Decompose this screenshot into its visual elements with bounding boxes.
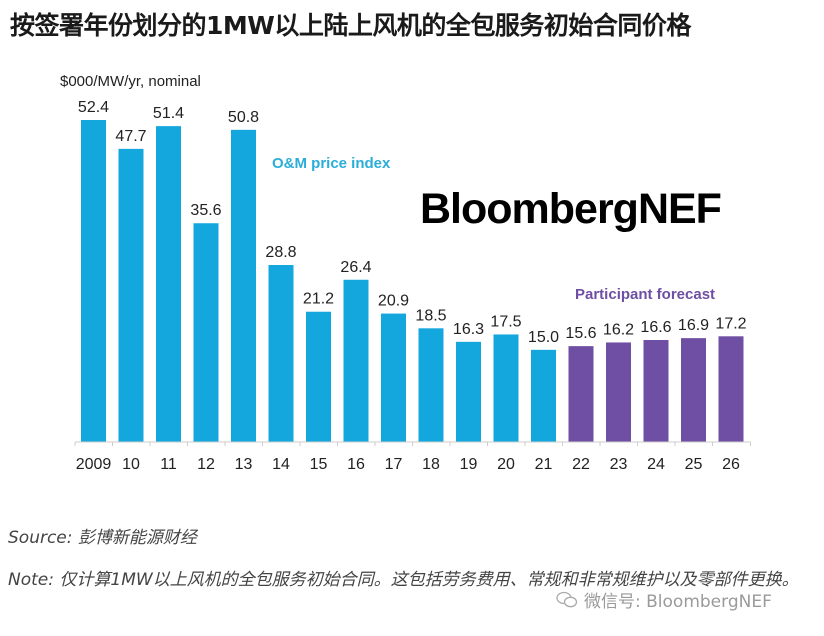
bar-22 — [568, 346, 594, 442]
x-tick-label-21: 21 — [535, 456, 553, 473]
bar-17 — [381, 313, 406, 442]
data-labels-group: 52.4 47.7 51.4 35.6 50.8 28.8 21.2 26.4 20.9 18.5… — [78, 99, 747, 346]
bar-21 — [531, 349, 556, 442]
data-label-16: 26.4 — [340, 259, 371, 276]
data-label-23: 16.2 — [603, 321, 634, 338]
annotation-participant-forecast: Participant forecast — [575, 286, 715, 303]
data-label-11: 51.4 — [153, 105, 184, 122]
bar-23 — [606, 342, 631, 442]
data-label-14: 28.8 — [265, 244, 296, 261]
x-tick-label-19: 19 — [460, 456, 478, 473]
data-label-19: 16.3 — [453, 321, 484, 338]
x-tick-label-17: 17 — [385, 456, 403, 473]
data-label-17: 20.9 — [378, 293, 409, 310]
x-tick-label-18: 18 — [422, 456, 440, 473]
footnote: Note: 仅计算1MW以上风机的全包服务初始合同。这包括劳务费用、常规和非常规… — [8, 570, 799, 590]
x-tick-label-13: 13 — [235, 456, 253, 473]
wechat-id: 微信号: BloombergNEF — [584, 592, 772, 612]
x-tick-label-23: 23 — [610, 456, 628, 473]
data-label-26: 17.2 — [715, 315, 746, 332]
bar-24 — [643, 339, 669, 442]
data-label-10: 47.7 — [115, 128, 146, 145]
bar-11 — [156, 126, 181, 443]
wechat-watermark: 微信号: BloombergNEF — [556, 587, 772, 612]
data-label-18: 18.5 — [415, 307, 446, 324]
bar-15 — [306, 311, 331, 442]
x-tick-label-20: 20 — [497, 456, 515, 473]
bar-14 — [268, 265, 294, 442]
annotation-om-price-index: O&M price index — [272, 155, 391, 172]
bar-18 — [418, 328, 444, 442]
bar-25 — [681, 338, 706, 442]
data-label-21: 15.0 — [528, 329, 559, 346]
data-label-12: 35.6 — [190, 202, 221, 219]
x-tick-label-12: 12 — [197, 456, 215, 473]
bar-10 — [118, 148, 144, 442]
data-label-15: 21.2 — [303, 291, 334, 308]
bloombergnef-watermark: BloombergNEF — [420, 185, 721, 233]
bar-20 — [493, 334, 519, 442]
data-label-22: 15.6 — [565, 325, 596, 342]
bar-2009 — [81, 120, 106, 442]
bar-26 — [718, 336, 744, 442]
x-tick-label-14: 14 — [272, 456, 290, 473]
bar-16 — [343, 279, 369, 442]
data-label-2009: 52.4 — [78, 99, 109, 116]
page-title: 按签署年份划分的1MW以上陆上风机的全包服务初始合同价格 — [10, 11, 691, 40]
wechat-icon — [556, 591, 578, 607]
data-label-24: 16.6 — [640, 319, 671, 336]
x-axis: 2009 10 11 12 13 14 15 16 17 18 19 20 21 22 23 24 25 26 — [74, 441, 751, 473]
x-tick-label-10: 10 — [122, 456, 140, 473]
x-tick-label-26: 26 — [722, 456, 740, 473]
data-label-13: 50.8 — [228, 109, 259, 126]
x-tick-label-24: 24 — [647, 456, 665, 473]
bar-chart: $000/MW/yr, nominal O&M price index Part… — [60, 73, 751, 473]
x-tick-label-22: 22 — [572, 456, 590, 473]
bar-12 — [193, 223, 219, 442]
x-tick-label-25: 25 — [685, 456, 703, 473]
x-tick-label-11: 11 — [160, 456, 177, 473]
bar-13 — [231, 129, 256, 442]
x-tick-label-16: 16 — [347, 456, 365, 473]
data-label-25: 16.9 — [678, 317, 709, 334]
x-tick-label-15: 15 — [310, 456, 328, 473]
y-axis-unit-label: $000/MW/yr, nominal — [60, 73, 201, 90]
bars-group — [81, 120, 744, 443]
bar-19 — [456, 341, 481, 442]
source-note: Source: 彭博新能源财经 — [8, 528, 197, 548]
data-label-20: 17.5 — [490, 313, 521, 330]
x-tick-label-2009: 2009 — [76, 456, 112, 473]
